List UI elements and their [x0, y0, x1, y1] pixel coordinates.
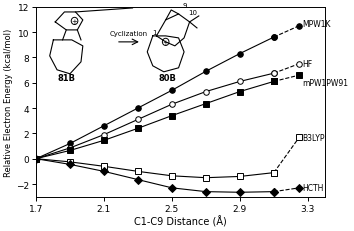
X-axis label: C1-C9 Distance (Å): C1-C9 Distance (Å)	[134, 216, 227, 227]
Text: +: +	[72, 19, 78, 25]
Text: 80B: 80B	[159, 73, 176, 82]
Text: MPW1K: MPW1K	[303, 20, 331, 28]
Text: B3LYP: B3LYP	[303, 133, 325, 142]
Text: 10: 10	[188, 10, 197, 16]
Text: +: +	[163, 40, 169, 46]
Text: Cyclization: Cyclization	[110, 31, 148, 37]
Text: 81B: 81B	[57, 73, 75, 82]
Text: 9: 9	[183, 3, 187, 9]
Text: HF: HF	[303, 60, 313, 69]
Text: 1: 1	[152, 30, 156, 36]
Text: HCTH: HCTH	[303, 184, 324, 192]
Text: mPW1PW91: mPW1PW91	[303, 79, 349, 88]
Y-axis label: Relative Electron Energy (kcal/mol): Relative Electron Energy (kcal/mol)	[4, 28, 13, 176]
